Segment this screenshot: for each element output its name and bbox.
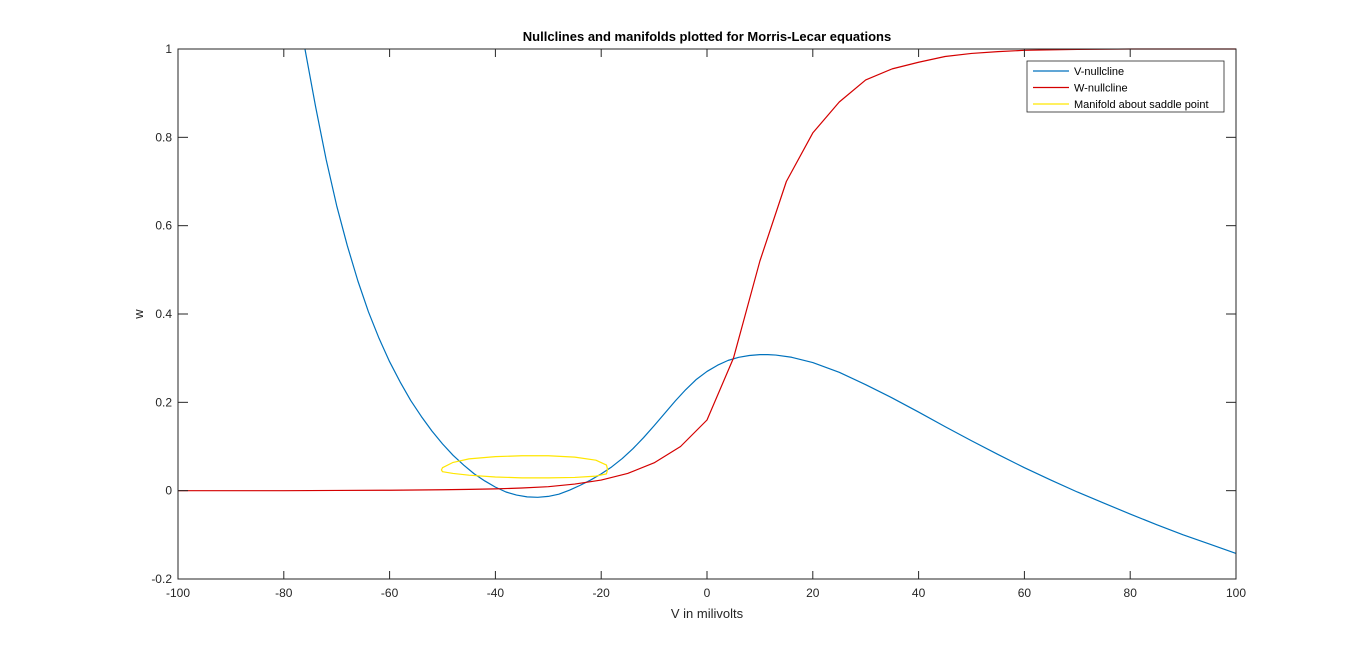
series-line-2 [178,48,1236,492]
series-line-1 [304,48,1237,554]
x-tick-label: -60 [381,586,399,600]
series-line-3 [440,455,609,479]
x-tick-label: 20 [806,586,820,600]
x-tick-label: -20 [593,586,611,600]
chart-title: Nullclines and manifolds plotted for Mor… [523,29,891,44]
legend-label: W-nullcline [1074,83,1128,95]
x-tick-label: 40 [912,586,926,600]
y-axis: -0.2 0 0.2 0.4 0.6 0.8 1 [151,42,1236,586]
x-axis-label: V in milivolts [671,606,744,621]
x-tick-label: -100 [166,586,190,600]
y-tick-label: 1 [165,42,172,56]
y-tick-label: 0 [165,484,172,498]
y-tick-label: -0.2 [151,572,172,586]
legend-label: V-nullcline [1074,66,1124,78]
x-tick-label: 0 [704,586,711,600]
x-tick-label: 60 [1018,586,1032,600]
y-tick-label: 0.4 [155,307,172,321]
legend-label: Manifold about saddle point [1074,99,1209,111]
x-tick-label: -80 [275,586,293,600]
legend: V-nullcline W-nullcline Manifold about sad… [1026,60,1225,113]
x-tick-label: -40 [487,586,505,600]
plot-lines [178,48,1237,554]
y-tick-label: 0.6 [155,219,172,233]
x-tick-label: 80 [1124,586,1138,600]
x-axis: -100 -80 -60 -40 -20 0 20 40 60 80 100 [166,49,1246,600]
y-axis-label: w [131,309,146,320]
y-tick-label: 0.2 [155,395,172,409]
x-tick-label: 100 [1226,586,1246,600]
y-tick-label: 0.8 [155,130,172,144]
